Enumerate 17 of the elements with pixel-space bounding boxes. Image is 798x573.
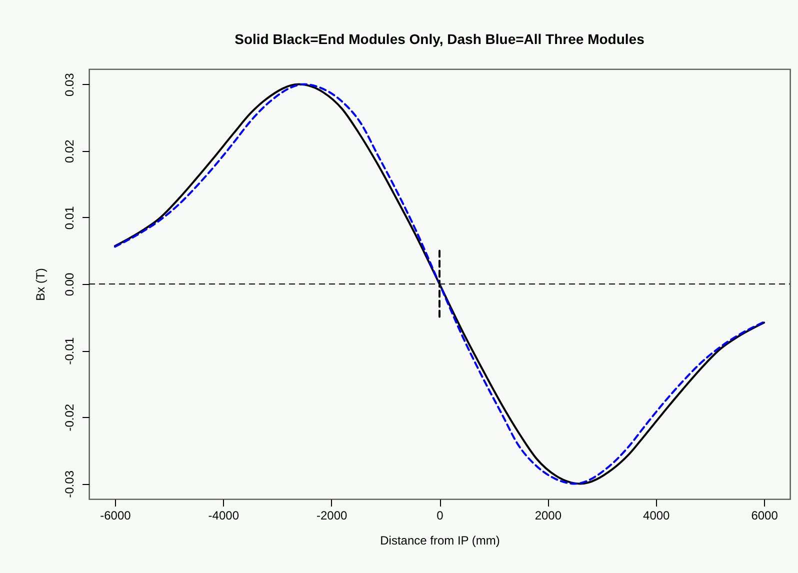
- x-tick-label: -4000: [208, 508, 240, 522]
- x-tick-label: 0: [436, 508, 444, 522]
- y-tick-label: -0.02: [62, 404, 76, 432]
- y-tick-label: 0.00: [62, 272, 76, 296]
- y-axis-title: Bx (T): [34, 268, 48, 301]
- x-tick-label: -6000: [100, 508, 132, 522]
- x-tick-label: 2000: [534, 508, 562, 522]
- y-tick-label: -0.01: [62, 337, 76, 365]
- x-axis-title: Distance from IP (mm): [380, 534, 500, 548]
- x-tick-label: 6000: [751, 508, 778, 522]
- y-tick-label: 0.03: [62, 72, 76, 96]
- x-tick-label: -2000: [316, 508, 348, 522]
- chart-title: Solid Black=End Modules Only, Dash Blue=All Three Modules: [234, 31, 645, 47]
- y-tick-label: 0.02: [62, 139, 76, 164]
- y-tick-label: 0.01: [62, 206, 76, 230]
- x-tick-label: 4000: [643, 508, 670, 522]
- y-tick-label: -0.03: [62, 470, 76, 498]
